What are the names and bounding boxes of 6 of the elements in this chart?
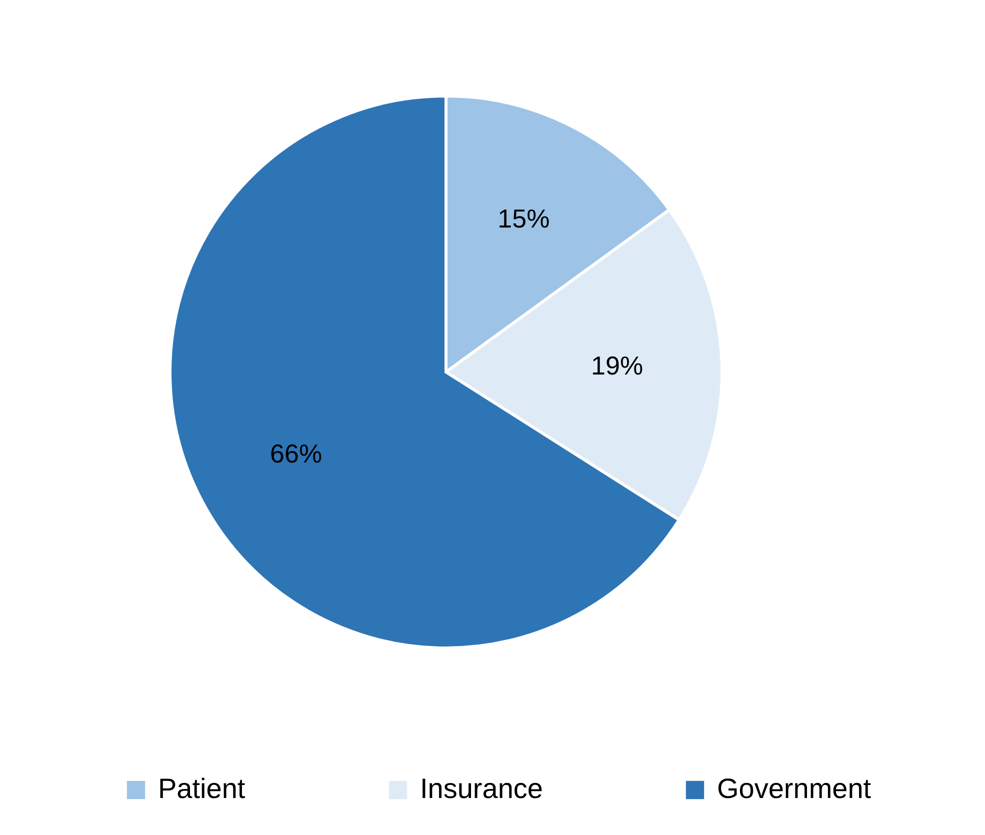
legend-label: Government [717,773,872,804]
data-label: 15% [498,204,550,234]
data-label: 66% [270,438,322,468]
legend-label: Insurance [420,773,543,804]
data-label: 19% [591,350,644,381]
legend-label: Patient [158,773,246,804]
